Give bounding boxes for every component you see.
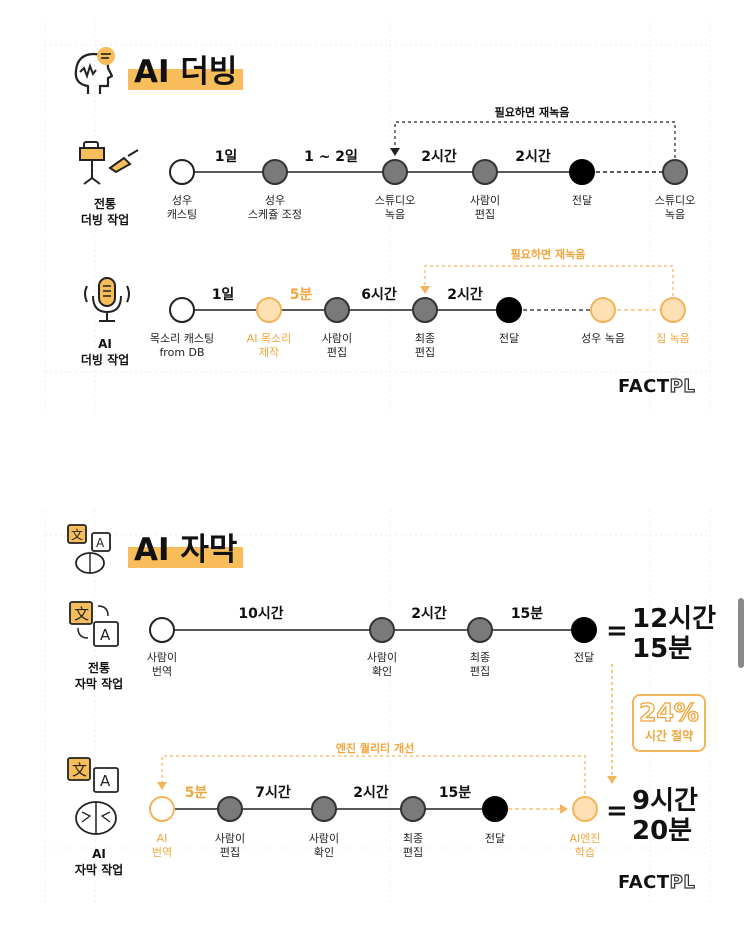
node-home-recording (660, 297, 686, 323)
node-sub-ai-delivery (482, 796, 508, 822)
label-home-recording: 집 녹음 (656, 332, 690, 345)
time-saving-badge: 24% 시간 절약 (632, 694, 706, 752)
node-final-edit (412, 297, 438, 323)
ai-sub-duration-1: 5분 (184, 785, 208, 801)
svg-text:文: 文 (74, 605, 89, 623)
ai-duration-1: 1일 (211, 287, 235, 303)
node-sub-delivery (571, 617, 597, 643)
node-voice-casting (169, 159, 195, 185)
node-sub-ai-final-edit (400, 796, 426, 822)
ai-sub-duration-3: 2시간 (353, 785, 389, 801)
svg-text:文: 文 (72, 761, 87, 779)
translate-icon: 文 A (69, 601, 119, 647)
ai-duration-3: 6시간 (361, 287, 397, 303)
ai-subtitle-loop-note: 엔진 퀄리티 개선 (335, 742, 415, 755)
head-speaking-icon (74, 47, 115, 94)
traditional-total: 12시간 15분 (632, 604, 717, 664)
label-voice-casting: 성우 캐스팅 (166, 194, 198, 221)
studio-camera-icon (79, 141, 139, 185)
ai-dubbing-label: AI 더빙 작업 (80, 337, 130, 367)
label-ai-delivery: 전달 (498, 332, 520, 345)
label-sub-ai-delivery: 전달 (484, 832, 506, 845)
node-human-check (369, 617, 395, 643)
svg-text:A: A (96, 536, 105, 550)
node-studio-recording (382, 159, 408, 185)
label-delivery: 전달 (571, 194, 593, 207)
duration-4: 2시간 (515, 149, 551, 165)
svg-text:文: 文 (71, 527, 83, 542)
duration-3: 2시간 (421, 149, 457, 165)
node-voice-db (169, 297, 195, 323)
label-ai-human-edit: 사람이 편집 (321, 332, 353, 359)
factpl-logo-bottom: FACTPL (618, 871, 696, 893)
label-final-edit: 최종 편집 (414, 332, 436, 359)
ai-translate-brain-icon: 文 A (67, 757, 119, 835)
ai-duration-2: 5분 (289, 287, 313, 303)
node-sub-ai-human-check (311, 796, 337, 822)
time-reduction-arrow (607, 664, 617, 784)
label-voice-actor-recording: 성우 녹음 (581, 332, 625, 345)
ai-duration-4: 2시간 (447, 287, 483, 303)
node-schedule (262, 159, 288, 185)
node-sub-final-edit (467, 617, 493, 643)
label-ai-translation: AI 번역 (151, 832, 173, 859)
node-ai-human-edit (324, 297, 350, 323)
traditional-equals: = (606, 616, 628, 646)
dubbing-title: AI 더빙 (124, 54, 247, 90)
ai-dubbing-loop-note: 필요하면 재녹음 (510, 248, 586, 261)
svg-text:A: A (100, 626, 111, 644)
node-studio-rerecording (662, 159, 688, 185)
label-schedule: 성우 스케쥴 조정 (247, 194, 303, 221)
sub-duration-3: 15분 (510, 606, 544, 622)
ai-sub-duration-4: 15분 (438, 785, 472, 801)
sub-duration-1: 10시간 (238, 606, 284, 622)
factpl-logo: FACTPL (618, 375, 696, 397)
node-ai-voice (256, 297, 282, 323)
node-voice-actor-recording (590, 297, 616, 323)
ai-sub-duration-2: 7시간 (255, 785, 291, 801)
duration-1: 1일 (214, 149, 238, 165)
svg-text:A: A (100, 772, 111, 790)
scrollbar-thumb[interactable] (738, 598, 744, 668)
ai-equals: = (606, 796, 628, 826)
node-delivery (569, 159, 595, 185)
subtitle-title: AI 자막 (124, 532, 247, 568)
node-ai-delivery (496, 297, 522, 323)
node-human-edit (472, 159, 498, 185)
label-sub-ai-human-check: 사람이 확인 (308, 832, 340, 859)
duration-2: 1 ~ 2일 (304, 149, 358, 165)
label-studio-recording: 스튜디오 녹음 (374, 194, 416, 221)
node-ai-translation (149, 796, 175, 822)
label-engine-training: AI엔진 학습 (569, 832, 601, 859)
label-sub-ai-final-edit: 최종 편집 (402, 832, 424, 859)
ai-total: 9시간 20분 (632, 786, 698, 846)
label-human-translation: 사람이 번역 (146, 651, 178, 678)
traditional-dubbing-label: 전통 더빙 작업 (80, 197, 130, 227)
traditional-dubbing-connectors (182, 121, 676, 173)
sub-duration-2: 2시간 (411, 606, 447, 622)
label-sub-final-edit: 최종 편집 (469, 651, 491, 678)
traditional-subtitle-label: 전통 자막 작업 (74, 661, 124, 691)
label-studio-rerecording: 스튜디오 녹음 (654, 194, 696, 221)
label-human-check: 사람이 확인 (366, 651, 398, 678)
label-sub-ai-human-edit: 사람이 편집 (214, 832, 246, 859)
label-human-edit: 사람이 편집 (469, 194, 501, 221)
label-voice-db: 목소리 캐스팅 from DB (149, 332, 215, 359)
node-human-translation (149, 617, 175, 643)
microphone-icon (84, 277, 130, 322)
traditional-dubbing-loop-note: 필요하면 재녹음 (494, 106, 570, 119)
node-sub-ai-human-edit (217, 796, 243, 822)
ai-subtitle-label: AI 자막 작업 (74, 847, 124, 877)
label-ai-voice: AI 목소리 제작 (246, 332, 292, 359)
translate-brain-icon: 文 A (67, 524, 111, 574)
label-sub-delivery: 전달 (573, 651, 595, 664)
node-engine-training (572, 796, 598, 822)
